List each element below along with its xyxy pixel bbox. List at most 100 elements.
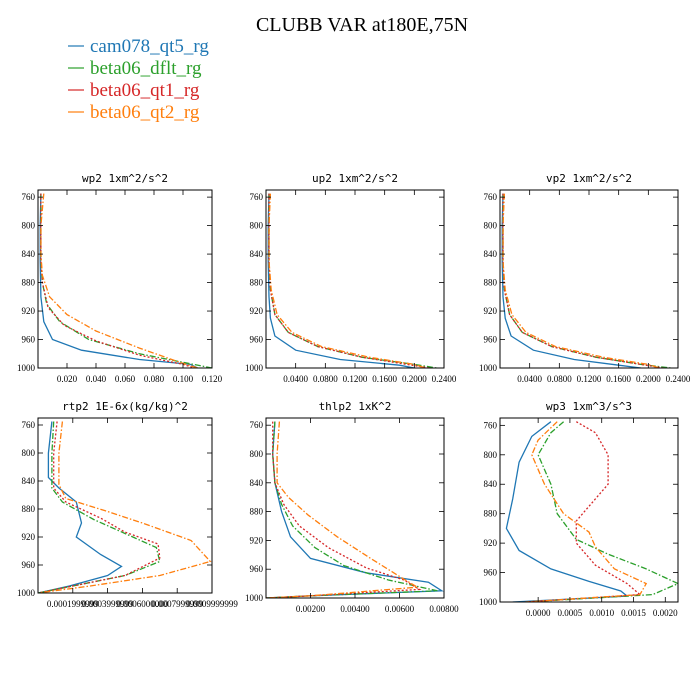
legend-label-0: cam078_qt5_rg: [90, 36, 209, 57]
series-line-0-3: [40, 193, 198, 368]
x-tick-label-3-4: 0.0009999999: [186, 599, 238, 609]
x-tick-label-3-2: 0.0006000000: [117, 599, 169, 609]
panel-4: thlp2 1xK^2 760 800 840 880 920 960 1000 0.00200…: [245, 400, 459, 614]
x-tick-label-5-4: 0.0020: [653, 608, 678, 618]
y-tick-label-5-2: 840: [484, 479, 498, 489]
y-tick-label-1-4: 920: [250, 306, 264, 316]
legend-label-1: beta06_dflt_rg: [90, 58, 202, 79]
y-tick-label-0-1: 800: [22, 221, 36, 231]
series-line-4-0: [266, 421, 444, 598]
x-tick-label-2-0: 0.0400: [517, 374, 542, 384]
y-tick-label-1-3: 880: [250, 278, 264, 288]
series-line-1-0: [267, 193, 415, 368]
panel-title-0: wp2 1xm^2/s^2: [82, 172, 168, 185]
x-tick-label-2-4: 0.2000: [636, 374, 661, 384]
x-tick-label-0-1: 0.040: [86, 374, 107, 384]
x-tick-label-4-0: 0.00200: [296, 604, 326, 614]
x-tick-label-5-2: 0.0010: [589, 608, 614, 618]
panel-title-5: wp3 1xm^3/s^3: [546, 400, 632, 413]
x-tick-label-0-4: 0.100: [173, 374, 194, 384]
y-tick-label-3-3: 880: [22, 504, 36, 514]
series-line-1-1: [268, 193, 437, 368]
x-tick-label-3-0: 0.0001999999: [47, 599, 99, 609]
x-tick-label-4-1: 0.00400: [340, 604, 370, 614]
x-tick-label-1-5: 0.2400: [432, 374, 457, 384]
y-tick-label-4-6: 1000: [245, 593, 264, 603]
panel-frame-5: [499, 417, 679, 603]
series-line-2-1: [502, 193, 671, 368]
series-line-0-1: [40, 193, 212, 368]
figure-title: CLUBB VAR at180E,75N: [256, 14, 468, 36]
x-tick-label-0-5: 0.120: [202, 374, 223, 384]
x-tick-label-5-0: 0.0000: [526, 608, 551, 618]
series-line-5-1: [525, 421, 678, 602]
series-line-1-2: [268, 193, 430, 368]
y-tick-label-2-0: 760: [484, 192, 498, 202]
x-tick-label-2-3: 0.1600: [606, 374, 631, 384]
x-tick-label-2-1: 0.0800: [547, 374, 572, 384]
y-tick-label-0-0: 760: [22, 192, 36, 202]
panel-frame-2: [499, 189, 679, 369]
y-tick-label-3-4: 920: [22, 532, 36, 542]
legend-label-3: beta06_qt2_rg: [90, 102, 200, 123]
x-tick-label-4-3: 0.00800: [429, 604, 459, 614]
y-tick-label-1-2: 840: [250, 249, 264, 259]
y-tick-label-2-2: 840: [484, 249, 498, 259]
series-line-4-3: [266, 421, 420, 598]
y-tick-label-0-6: 1000: [17, 363, 36, 373]
x-tick-label-0-2: 0.060: [115, 374, 136, 384]
x-tick-label-2-2: 0.1200: [577, 374, 602, 384]
series-line-2-3: [502, 193, 660, 368]
panel-title-1: up2 1xm^2/s^2: [312, 172, 398, 185]
y-tick-label-0-5: 960: [22, 335, 36, 345]
x-tick-label-0-3: 0.080: [144, 374, 165, 384]
series-line-5-0: [505, 421, 629, 602]
panel-3: rtp2 1E-6x(kg/kg)^2 760 800 840 880 920 960 100…: [17, 400, 238, 609]
y-tick-label-3-1: 800: [22, 448, 36, 458]
y-tick-label-5-0: 760: [484, 420, 498, 430]
y-tick-label-2-4: 920: [484, 306, 498, 316]
x-tick-label-3-3: 0.0007999999: [151, 599, 203, 609]
series-line-3-2: [38, 421, 161, 593]
series-line-4-1: [266, 421, 438, 598]
x-tick-label-4-2: 0.00600: [385, 604, 415, 614]
panel-title-3: rtp2 1E-6x(kg/kg)^2: [62, 400, 188, 413]
series-line-1-3: [268, 193, 426, 368]
y-tick-label-0-3: 880: [22, 278, 36, 288]
y-tick-label-4-5: 960: [250, 564, 264, 574]
x-tick-label-1-3: 0.1600: [372, 374, 397, 384]
y-tick-label-5-1: 800: [484, 450, 498, 460]
panel-title-2: vp2 1xm^2/s^2: [546, 172, 632, 185]
series-line-3-0: [38, 421, 123, 593]
series-line-2-0: [501, 193, 641, 368]
y-tick-label-2-3: 880: [484, 278, 498, 288]
y-tick-label-3-2: 840: [22, 476, 36, 486]
y-tick-label-5-6: 1000: [479, 597, 498, 607]
series-line-5-3: [525, 421, 648, 602]
y-tick-label-3-6: 1000: [17, 588, 36, 598]
legend: cam078_qt5_rg beta06_dflt_rg beta06_qt1_…: [68, 36, 209, 123]
y-tick-label-4-4: 920: [250, 535, 264, 545]
y-tick-label-3-0: 760: [22, 420, 36, 430]
x-tick-label-1-2: 0.1200: [343, 374, 368, 384]
series-line-5-2: [525, 421, 642, 602]
x-tick-label-3-1: 0.0003999999: [82, 599, 134, 609]
panel-frame-1: [265, 189, 445, 369]
y-tick-label-4-0: 760: [250, 420, 264, 430]
panel-title-4: thlp2 1xK^2: [319, 400, 392, 413]
panels-group: wp2 1xm^2/s^2 760 800 840 880 920 960 1000 0.020…: [17, 172, 691, 618]
x-tick-label-5-1: 0.0005: [558, 608, 583, 618]
series-line-4-2: [266, 421, 422, 598]
panel-5: wp3 1xm^3/s^3 760 800 840 880 920 960 1000 0.000…: [479, 400, 679, 618]
legend-label-2: beta06_qt1_rg: [90, 80, 200, 101]
y-tick-label-3-5: 960: [22, 560, 36, 570]
y-tick-label-4-3: 880: [250, 507, 264, 517]
panel-frame-0: [37, 189, 213, 369]
panel-1: up2 1xm^2/s^2 760 800 840 880 920 960 1000 0.040…: [245, 172, 457, 384]
y-tick-label-5-4: 920: [484, 538, 498, 548]
y-tick-label-4-1: 800: [250, 449, 264, 459]
x-tick-label-2-5: 0.2400: [666, 374, 691, 384]
y-tick-label-5-3: 880: [484, 509, 498, 519]
x-tick-label-1-0: 0.0400: [283, 374, 308, 384]
